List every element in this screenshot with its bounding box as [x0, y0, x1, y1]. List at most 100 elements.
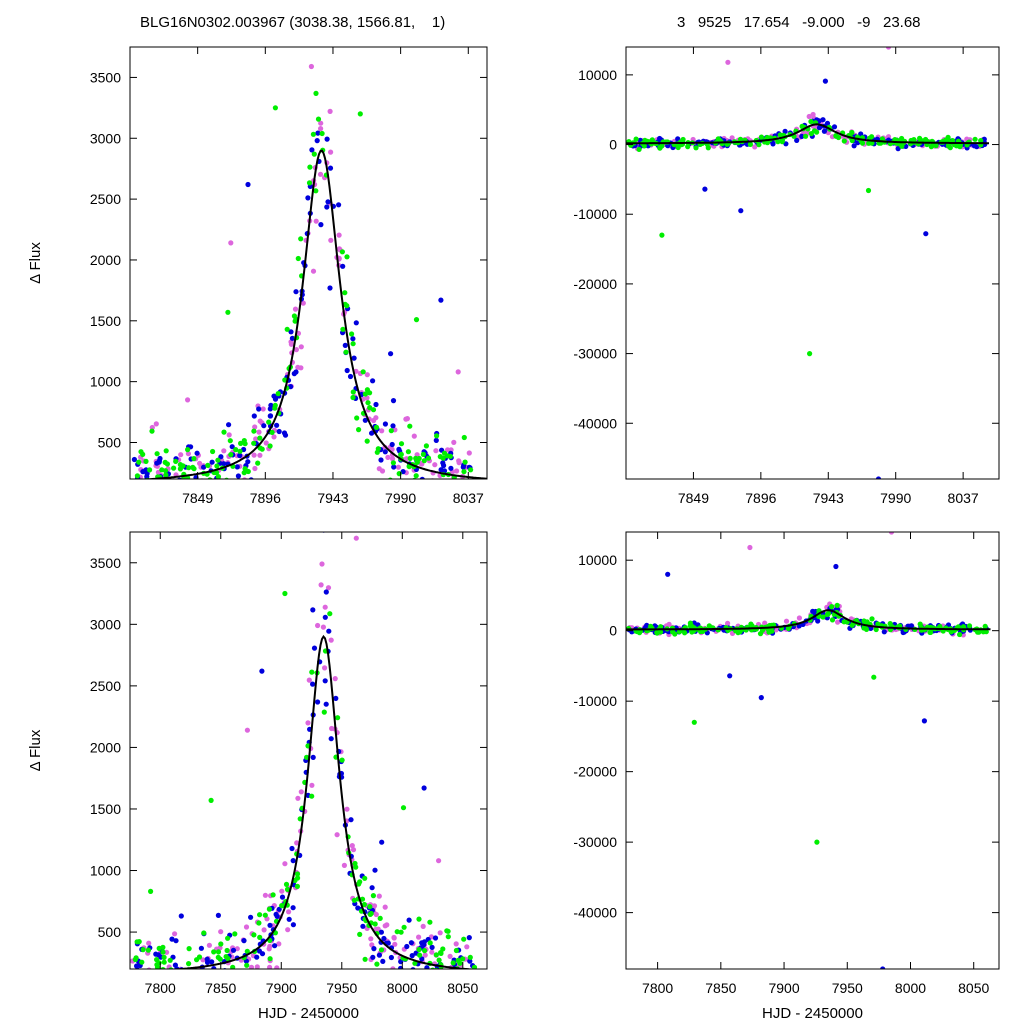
x-tick-label: 7850 — [705, 980, 736, 996]
data-point — [374, 961, 380, 967]
x-axis-label: HJD - 2450000 — [762, 1005, 863, 1022]
data-point — [430, 967, 436, 969]
x-tick-label: 7943 — [813, 490, 844, 506]
data-point — [199, 986, 204, 991]
data-point — [349, 843, 355, 849]
data-point — [257, 452, 263, 458]
x-axis-label: HJD - 2450000 — [258, 1005, 359, 1022]
y-tick-label: -10000 — [573, 693, 617, 709]
data-point — [441, 450, 448, 456]
data-point — [381, 935, 387, 942]
data-point — [419, 956, 425, 962]
data-point — [210, 448, 216, 455]
data-point-outlier — [228, 240, 234, 246]
data-point — [318, 222, 324, 228]
plot-frame — [129, 46, 488, 480]
data-point — [758, 134, 765, 140]
x-tick-label: 8000 — [387, 980, 418, 996]
data-point — [350, 341, 356, 347]
data-point — [288, 341, 294, 347]
data-point — [194, 450, 200, 456]
data-point — [294, 871, 301, 877]
data-point — [364, 395, 370, 401]
y-tick-label: -30000 — [573, 346, 617, 362]
data-point — [829, 617, 836, 623]
data-point — [636, 146, 642, 152]
data-point — [279, 894, 286, 900]
data-point-outlier — [244, 727, 250, 733]
data-point — [327, 165, 334, 171]
data-point — [642, 137, 648, 143]
data-point-outlier — [379, 839, 385, 845]
data-point — [390, 398, 397, 404]
data-point — [350, 394, 356, 401]
data-point — [411, 433, 417, 439]
data-point — [762, 620, 768, 626]
data-point-outlier — [822, 78, 829, 84]
panel-bottom-left: 7800 7850 7900 7950 8000 8050 500 1000 1500 2000 2… — [27, 531, 488, 1022]
data-point — [252, 465, 258, 472]
data-point — [237, 448, 243, 454]
data-point — [263, 440, 269, 446]
y-tick-label: 1500 — [90, 313, 121, 329]
data-point — [309, 669, 315, 675]
panel-bottom-right: 7800 7850 7900 7950 8000 8050 10000 0 -10000 -200… — [573, 531, 1000, 1022]
data-point — [310, 681, 316, 687]
data-point — [140, 493, 145, 498]
data-point — [831, 124, 838, 130]
data-point-outlier — [388, 351, 394, 357]
data-point — [336, 202, 342, 208]
data-point — [251, 428, 257, 434]
data-point-outlier — [208, 797, 214, 804]
data-point — [257, 418, 263, 424]
data-point — [218, 929, 224, 935]
data-point — [382, 904, 388, 910]
data-point-outlier — [245, 181, 251, 188]
data-point — [257, 987, 262, 992]
points-top-left — [131, 63, 474, 498]
data-point — [676, 629, 683, 635]
data-point — [293, 347, 299, 353]
data-point — [257, 977, 262, 982]
data-point — [424, 965, 430, 969]
data-point — [167, 957, 173, 963]
data-point — [693, 145, 699, 151]
data-point — [432, 462, 438, 468]
data-point-outlier — [738, 208, 744, 214]
data-point — [342, 290, 348, 296]
data-point — [289, 845, 295, 852]
data-point-outlier — [357, 111, 363, 117]
data-point — [427, 940, 433, 946]
data-point — [350, 389, 356, 395]
data-point — [808, 118, 814, 125]
data-point — [459, 971, 464, 976]
data-point — [270, 892, 276, 898]
data-point — [407, 423, 413, 429]
data-point — [356, 427, 362, 433]
data-point — [433, 448, 439, 454]
data-point-outlier — [888, 532, 895, 535]
data-point — [424, 973, 429, 978]
data-point — [251, 452, 257, 458]
data-point-outlier — [421, 785, 427, 791]
data-point — [310, 268, 317, 274]
data-point — [420, 971, 425, 976]
x-tick-label: 7950 — [832, 980, 863, 996]
x-tick-label: 8037 — [453, 490, 484, 506]
data-point — [436, 481, 441, 486]
data-point — [257, 934, 263, 941]
data-point — [255, 460, 261, 466]
data-point — [382, 923, 388, 929]
data-point — [367, 911, 373, 918]
data-point — [209, 959, 215, 965]
data-point — [328, 637, 334, 643]
data-point — [295, 795, 301, 801]
data-point — [752, 144, 758, 150]
data-point — [403, 974, 408, 979]
data-point — [658, 624, 664, 630]
data-point — [163, 448, 169, 454]
data-point — [436, 957, 442, 963]
data-point — [335, 715, 341, 721]
data-point — [328, 736, 334, 742]
data-point — [230, 964, 236, 969]
